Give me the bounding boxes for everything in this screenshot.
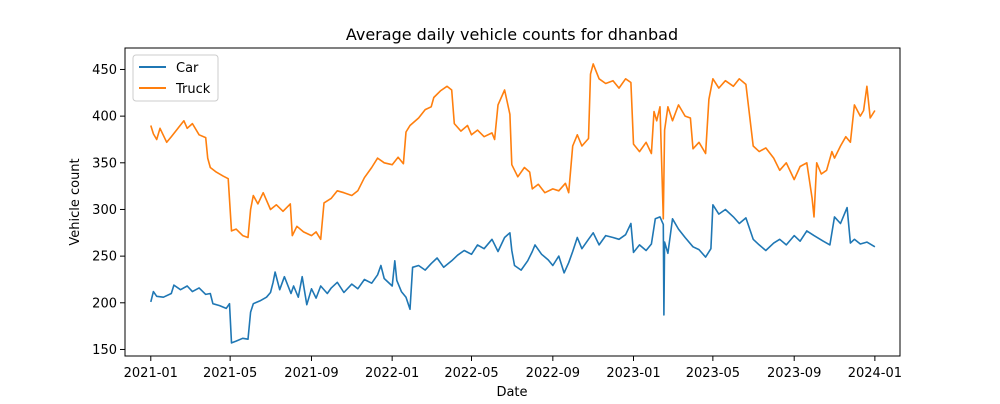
y-axis: 150 200 250 300 350 400 450 bbox=[92, 63, 125, 358]
y-tick-label: 200 bbox=[92, 296, 117, 311]
y-tick-label: 350 bbox=[92, 156, 117, 171]
y-tick-label: 450 bbox=[92, 63, 117, 78]
y-tick-label: 400 bbox=[92, 110, 117, 125]
x-axis: 2021-01 2021-05 2021-09 2022-01 2022-05 2022-… bbox=[124, 356, 902, 381]
x-tick-label: 2021-09 bbox=[284, 366, 338, 381]
legend: Car Truck bbox=[132, 54, 219, 102]
plot-frame bbox=[124, 47, 901, 357]
x-tick-label: 2023-05 bbox=[686, 366, 740, 381]
x-tick-label: 2022-09 bbox=[526, 366, 580, 381]
series-line-truck bbox=[150, 63, 876, 241]
y-tick-label: 150 bbox=[92, 343, 117, 358]
y-tick-label: 300 bbox=[92, 203, 117, 218]
series-layer bbox=[150, 63, 876, 344]
x-tick-label: 2021-05 bbox=[203, 366, 257, 381]
x-tick-label: 2023-01 bbox=[606, 366, 660, 381]
legend-label-truck: Truck bbox=[175, 82, 211, 97]
plot-area bbox=[125, 48, 900, 356]
x-tick-label: 2021-01 bbox=[124, 366, 178, 381]
series-line-car bbox=[150, 204, 876, 344]
x-tick-label: 2022-05 bbox=[444, 366, 498, 381]
x-tick-label: 2024-01 bbox=[848, 366, 902, 381]
x-axis-label: Date bbox=[496, 385, 527, 400]
legend-label-car: Car bbox=[176, 61, 199, 76]
x-tick-label: 2023-09 bbox=[767, 366, 821, 381]
y-tick-label: 250 bbox=[92, 250, 117, 265]
x-tick-label: 2022-01 bbox=[365, 366, 419, 381]
y-axis-label: Vehicle count bbox=[68, 158, 83, 245]
chart-title: Average daily vehicle counts for dhanbad bbox=[346, 25, 678, 44]
